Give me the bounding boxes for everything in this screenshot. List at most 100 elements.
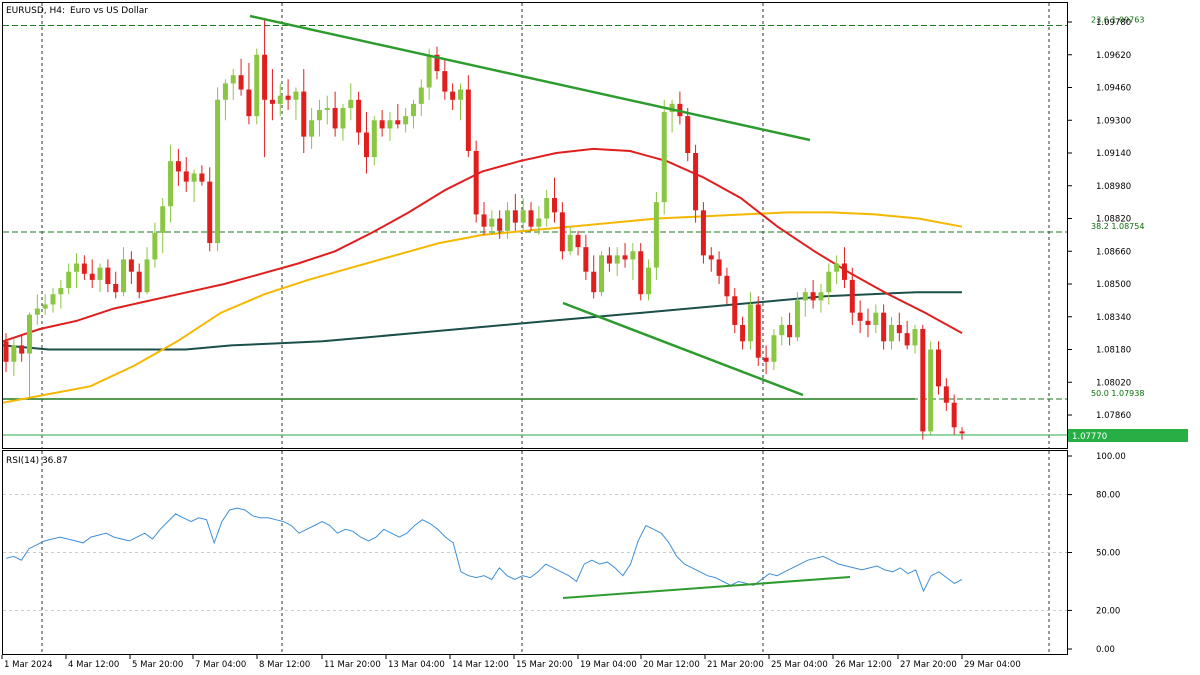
bullish-candle (661, 112, 667, 203)
bearish-candle (512, 210, 518, 223)
bullish-candle (802, 292, 808, 301)
bullish-candle (97, 267, 103, 280)
bullish-candle (42, 304, 48, 309)
bullish-candle (544, 198, 550, 219)
bullish-candle (58, 288, 64, 295)
bullish-candle (410, 103, 416, 117)
time-tick-label: 29 Mar 04:00 (964, 660, 1021, 670)
price-tick-label: 1.09620 (1096, 51, 1131, 61)
time-axis: 1 Mar 2024 4 Mar 12:00 5 Mar 20:00 7 Mar 04… (1, 655, 1021, 670)
time-tick-label: 8 Mar 12:00 (259, 660, 310, 670)
fib-level-label: 23.6 1.09763 (1091, 15, 1144, 24)
bullish-candle (505, 210, 511, 231)
time-tick-label: 13 Mar 04:00 (388, 660, 445, 670)
bearish-candle (810, 292, 816, 301)
bullish-candle (873, 312, 879, 325)
bearish-candle (935, 349, 941, 387)
price-tick-label: 1.07860 (1096, 411, 1131, 421)
bullish-candle (11, 345, 17, 362)
price-tick-label: 1.09780 (1096, 18, 1131, 28)
bullish-candle (771, 335, 777, 362)
lower-trend-line (562, 301, 804, 397)
bearish-candle (128, 259, 134, 272)
price-tick-label: 1.08500 (1096, 280, 1131, 290)
bearish-candle (552, 198, 558, 213)
bearish-candle (685, 116, 691, 153)
bearish-candle (136, 271, 142, 293)
bearish-candle (379, 120, 385, 129)
bullish-candle (536, 218, 542, 227)
bullish-candle (826, 271, 832, 293)
time-tick-label: 25 Mar 04:00 (771, 660, 828, 670)
bullish-candle (457, 89, 463, 100)
bearish-candle (301, 91, 307, 137)
bullish-candle (888, 324, 894, 342)
bullish-candle (121, 259, 127, 293)
bullish-candle (912, 329, 918, 346)
bearish-candle (591, 271, 597, 293)
bearish-candle (497, 218, 503, 231)
bearish-candle (481, 214, 487, 227)
bearish-candle (575, 234, 581, 248)
time-tick-label: 21 Mar 20:00 (707, 660, 764, 670)
price-tick-label: 1.08340 (1096, 313, 1131, 323)
fib-level-label: 50.0 1.07938 (1091, 389, 1144, 398)
bullish-candle (215, 99, 221, 244)
bearish-candle (943, 386, 949, 403)
bearish-candle (332, 107, 338, 129)
bullish-candle (747, 304, 753, 342)
bullish-candle (418, 87, 424, 104)
bearish-candle (81, 263, 87, 274)
time-tick-label: 27 Mar 20:00 (900, 660, 957, 670)
bearish-candle (755, 304, 761, 358)
time-tick-label: 7 Mar 04:00 (195, 660, 246, 670)
rsi-tick-label: 80.00 (1096, 491, 1120, 501)
bullish-candle (489, 218, 495, 227)
bearish-candle (638, 251, 644, 295)
time-tick-label: 5 Mar 20:00 (132, 660, 183, 670)
bearish-candle (841, 263, 847, 280)
upper-trend-line (249, 14, 811, 142)
price-tick-label: 1.08820 (1096, 215, 1131, 225)
bearish-candle (19, 345, 25, 354)
price-tick-label: 1.08980 (1096, 182, 1131, 192)
bullish-candle (50, 294, 56, 305)
rsi-axis: 100.00 80.00 50.00 20.00 0.00 (1068, 452, 1126, 655)
bearish-candle (740, 324, 746, 342)
bearish-candle (199, 173, 205, 182)
bullish-candle (277, 95, 283, 104)
rsi-gridlines (3, 494, 1067, 611)
bullish-candle (254, 54, 260, 117)
bearish-candle (583, 247, 589, 272)
time-tick-label: 19 Mar 04:00 (580, 660, 637, 670)
bearish-candle (395, 120, 401, 125)
bullish-candle (348, 99, 354, 108)
bearish-candle (3, 341, 9, 362)
bearish-candle (434, 54, 440, 72)
price-tick-label: 1.08660 (1096, 247, 1131, 257)
bearish-candle (959, 431, 965, 434)
time-gridlines (41, 3, 1050, 654)
bullish-candle (324, 107, 330, 111)
bullish-candle (834, 263, 840, 272)
price-tick-label: 1.09300 (1096, 116, 1131, 126)
rsi-tick-label: 0.00 (1096, 645, 1115, 655)
moving-average-50-line (2, 147, 963, 343)
bearish-candle (269, 99, 275, 104)
rsi-line (5, 507, 963, 593)
rsi-tick-label: 100.00 (1096, 452, 1126, 462)
bearish-candle (207, 181, 213, 244)
bullish-candle (34, 308, 40, 315)
price-tick-label: 1.08180 (1096, 346, 1131, 356)
bearish-candle (246, 89, 252, 117)
chart-title-symbol: EURUSD, H4: (6, 6, 65, 16)
bullish-candle (794, 300, 800, 338)
bearish-candle (708, 255, 714, 260)
bearish-candle (465, 89, 471, 151)
price-axis: 1.09780 1.09620 1.09460 1.09300 1.09140 1.089… (1068, 18, 1131, 421)
bullish-candle (230, 75, 236, 84)
bullish-candle (387, 120, 393, 129)
moving-average-100-line (2, 211, 963, 404)
price-tick-label: 1.08020 (1096, 378, 1131, 388)
